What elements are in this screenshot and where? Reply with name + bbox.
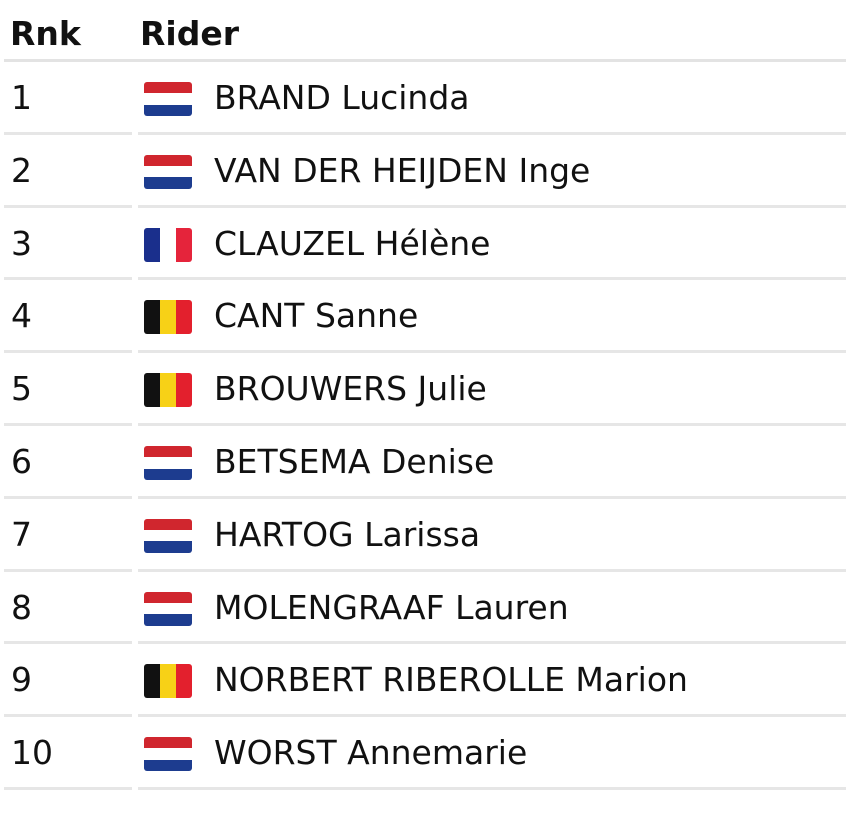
- rider-name-link[interactable]: CLAUZEL Hélène: [214, 223, 491, 263]
- row-divider: [138, 350, 846, 354]
- row-divider: [4, 786, 132, 790]
- row-divider: [4, 568, 132, 572]
- row-divider: [4, 204, 132, 208]
- row-divider: [138, 131, 846, 135]
- table-row: 9 NORBERT RIBEROLLE Marion: [4, 644, 846, 718]
- rider-name-link[interactable]: MOLENGRAAF Lauren: [214, 587, 569, 627]
- table-row: 1 BRAND Lucinda: [4, 62, 846, 135]
- rank-value: 6: [11, 441, 32, 481]
- rank-value: 9: [11, 660, 32, 700]
- row-divider: [138, 641, 846, 645]
- row-divider: [4, 422, 132, 426]
- row-divider: [138, 277, 846, 281]
- table-row: 10 WORST Annemarie: [4, 717, 846, 790]
- row-divider: [4, 714, 132, 718]
- table-row: 2 VAN DER HEIJDEN Inge: [4, 135, 846, 208]
- row-divider: [4, 277, 132, 281]
- row-divider: [4, 131, 132, 135]
- row-divider: [138, 204, 846, 208]
- fr-flag-icon: [144, 227, 192, 262]
- be-flag-icon: [144, 664, 192, 699]
- row-divider: [4, 350, 132, 354]
- results-table: Rnk Rider 1 BRAND Lucinda 2 VAN DER HEIJDEN…: [4, 0, 846, 790]
- nl-flag-icon: [144, 154, 192, 189]
- row-divider: [138, 714, 846, 718]
- row-divider: [138, 786, 846, 790]
- nl-flag-icon: [144, 445, 192, 480]
- rider-name-link[interactable]: HARTOG Larissa: [214, 514, 481, 554]
- table-row: 8 MOLENGRAAF Lauren: [4, 572, 846, 645]
- rank-value: 1: [11, 78, 32, 117]
- rider-name-link[interactable]: NORBERT RIBEROLLE Marion: [214, 660, 688, 700]
- nl-flag-icon: [144, 591, 192, 626]
- row-divider: [4, 641, 132, 645]
- row-divider: [138, 422, 846, 426]
- table-body: 1 BRAND Lucinda 2 VAN DER HEIJDEN Inge 3 CLAU…: [4, 62, 846, 790]
- be-flag-icon: [144, 300, 192, 335]
- rider-name-link[interactable]: VAN DER HEIJDEN Inge: [214, 150, 591, 190]
- rank-value: 2: [11, 150, 32, 190]
- rank-column-header[interactable]: Rnk: [10, 14, 81, 53]
- table-header: Rnk Rider: [4, 0, 846, 62]
- rider-name-link[interactable]: CANT Sanne: [214, 296, 419, 336]
- rank-value: 7: [11, 514, 32, 554]
- rider-column-header[interactable]: Rider: [140, 14, 239, 53]
- row-divider: [138, 495, 846, 499]
- table-row: 3 CLAUZEL Hélène: [4, 208, 846, 281]
- rider-name-link[interactable]: BETSEMA Denise: [214, 441, 495, 481]
- rider-name-link[interactable]: BRAND Lucinda: [214, 78, 470, 117]
- rider-name-link[interactable]: WORST Annemarie: [214, 733, 528, 773]
- table-row: 5 BROUWERS Julie: [4, 353, 846, 426]
- rank-value: 8: [11, 587, 32, 627]
- table-row: 6 BETSEMA Denise: [4, 426, 846, 499]
- be-flag-icon: [144, 373, 192, 408]
- row-divider: [138, 568, 846, 572]
- rank-value: 5: [11, 369, 32, 409]
- rank-value: 3: [11, 223, 32, 263]
- rank-value: 10: [11, 733, 53, 773]
- rank-value: 4: [11, 296, 32, 336]
- rider-name-link[interactable]: BROUWERS Julie: [214, 369, 487, 409]
- nl-flag-icon: [144, 737, 192, 772]
- table-row: 4 CANT Sanne: [4, 280, 846, 354]
- row-divider: [4, 495, 132, 499]
- nl-flag-icon: [144, 518, 192, 553]
- nl-flag-icon: [144, 82, 192, 116]
- table-row: 7 HARTOG Larissa: [4, 499, 846, 572]
